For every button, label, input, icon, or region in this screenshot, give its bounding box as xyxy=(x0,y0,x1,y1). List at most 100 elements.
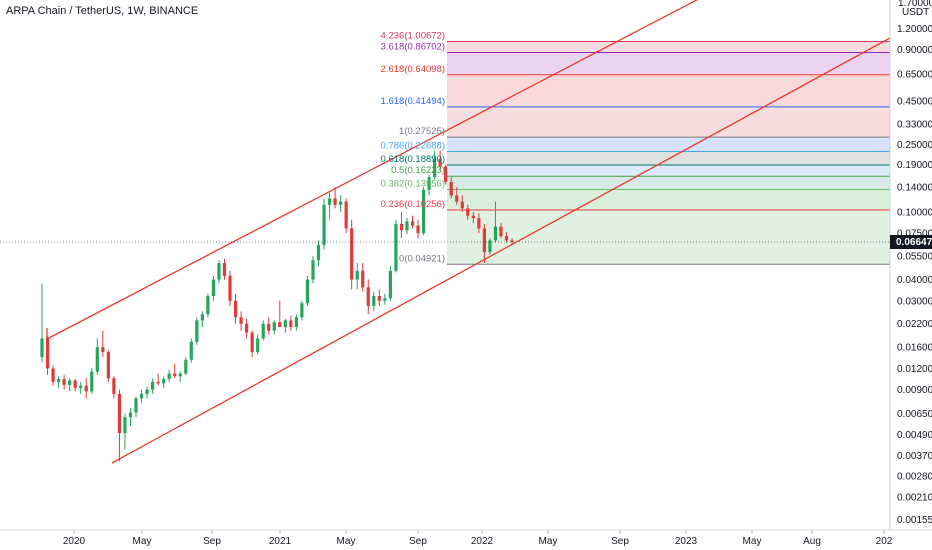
candle-body xyxy=(128,412,133,418)
y-tick-label: 0.33000 xyxy=(897,119,932,130)
candle-body xyxy=(267,323,271,331)
candle-body xyxy=(245,323,249,333)
candle xyxy=(294,314,298,331)
candle xyxy=(449,177,453,199)
candle xyxy=(178,371,182,382)
candle-body xyxy=(294,317,298,328)
candle xyxy=(344,198,348,234)
candle xyxy=(261,320,265,341)
candle xyxy=(416,219,420,239)
candle xyxy=(217,260,221,284)
x-tick-label: 2020 xyxy=(63,536,86,547)
candle xyxy=(405,218,409,235)
chart-title: ARPA Chain / TetherUS, 1W, BINANCE xyxy=(6,5,198,17)
candle-body xyxy=(68,380,72,385)
candle-body xyxy=(101,347,105,352)
candle xyxy=(112,376,116,399)
candle xyxy=(84,378,88,399)
x-axis: 2020 May Sep 2021 May Sep 2022 May Sep 2023 May Aug… xyxy=(63,530,893,547)
fib-level-label: 1(0.27525) xyxy=(399,126,445,137)
candle-body xyxy=(460,201,464,209)
candle xyxy=(233,293,238,324)
candle-body xyxy=(73,380,77,389)
candle-body xyxy=(433,158,437,178)
candle xyxy=(471,211,475,224)
candle xyxy=(444,164,448,185)
x-tick-label: 2021 xyxy=(269,536,292,547)
y-tick-label: 0.10000 xyxy=(897,207,932,218)
y-tick-label: 0.00650 xyxy=(897,409,932,420)
candle-body xyxy=(151,381,155,390)
candle xyxy=(162,376,166,389)
candle xyxy=(421,187,426,236)
candle-body xyxy=(510,240,514,243)
fib-level-label: 3.618(0.86702) xyxy=(381,41,445,52)
price-axis xyxy=(890,0,932,530)
candle-body xyxy=(399,223,404,231)
candle-body xyxy=(482,228,486,253)
candle xyxy=(245,318,249,339)
x-tick-label: May xyxy=(539,536,558,547)
candle xyxy=(173,363,177,379)
candle xyxy=(123,413,127,450)
candle-body xyxy=(162,378,166,384)
candle-body xyxy=(56,378,61,382)
x-tick-label: Sep xyxy=(611,536,629,547)
candle xyxy=(322,198,326,250)
candle xyxy=(488,238,492,255)
y-tick-label: 0.03000 xyxy=(897,296,932,307)
candle xyxy=(394,219,398,273)
last-price-label: 0.06647 xyxy=(896,237,932,248)
fib-labels: 4.236(1.00672)3.618(0.86702) 2.618(0.6409… xyxy=(381,30,445,264)
x-tick-label: 202 xyxy=(876,536,893,547)
y-tick-label: 0.00370 xyxy=(897,451,932,462)
candle-body xyxy=(410,221,415,226)
candle xyxy=(410,215,415,229)
candle-body xyxy=(90,371,94,392)
candle xyxy=(289,315,293,331)
candle xyxy=(283,318,287,333)
y-tick-label: 1.20000 xyxy=(897,24,932,35)
candle-body xyxy=(117,393,122,434)
candle xyxy=(272,320,276,335)
candle xyxy=(438,150,442,171)
candle-body xyxy=(455,195,459,202)
candle-body xyxy=(405,221,409,231)
candle xyxy=(267,317,271,335)
candle-body xyxy=(504,236,509,241)
candle-body xyxy=(184,359,188,374)
candle xyxy=(40,283,44,363)
channel-lower-line xyxy=(111,37,891,464)
candle xyxy=(350,219,354,290)
y-tick-label: 0.00210 xyxy=(897,493,932,504)
y-tick-label: 0.45000 xyxy=(897,96,932,107)
candle xyxy=(339,195,343,212)
candle xyxy=(145,386,149,399)
candle-body xyxy=(305,279,310,304)
candle-body xyxy=(416,225,420,234)
candle-body xyxy=(239,317,243,324)
fib-band xyxy=(447,52,890,75)
candle-body xyxy=(394,223,398,271)
candle xyxy=(366,279,370,315)
y-tick-label: 0.25000 xyxy=(897,140,932,151)
candle-body xyxy=(322,204,326,245)
candle-body xyxy=(139,393,144,399)
candle xyxy=(311,256,315,284)
fib-band xyxy=(447,189,890,211)
x-tick-label: May xyxy=(133,536,152,547)
y-tick-label: 0.00280 xyxy=(897,471,932,482)
fib-band xyxy=(447,41,890,53)
candle xyxy=(300,300,304,321)
candle-body xyxy=(283,320,287,328)
candle xyxy=(211,275,216,301)
y-tick-label: 0.07500 xyxy=(897,229,932,240)
candle-body xyxy=(444,166,448,182)
candle-body xyxy=(383,298,387,301)
candle-body xyxy=(79,385,83,389)
y-tick-label: 0.00900 xyxy=(897,385,932,396)
candle xyxy=(333,187,337,209)
candle-body xyxy=(355,270,359,280)
candle xyxy=(493,201,498,243)
